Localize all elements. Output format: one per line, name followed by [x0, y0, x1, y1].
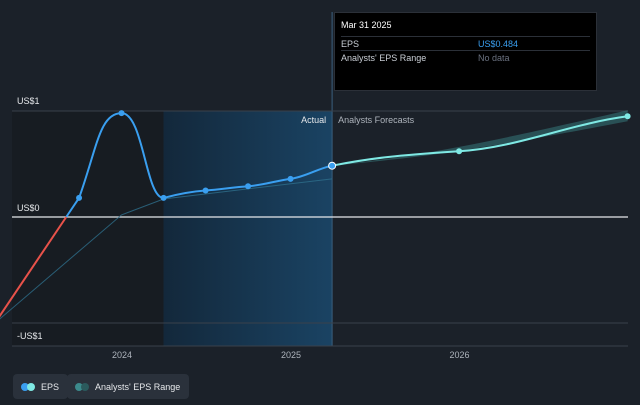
actual-period-shade [163, 111, 333, 346]
y-tick-label: US$0 [17, 203, 40, 213]
eps-point-forecast [624, 113, 631, 120]
actual-period-label: Actual [301, 115, 326, 125]
eps-point-actual [245, 183, 252, 190]
eps-point-actual [118, 110, 125, 117]
eps-point-actual [287, 175, 294, 182]
eps-points [76, 110, 631, 201]
tooltip-range-value: No data [478, 52, 510, 63]
eps-point-actual [328, 161, 337, 170]
forecast-period-label: Analysts Forecasts [338, 115, 415, 125]
range-legend-icon [75, 382, 90, 391]
y-tick-label: -US$1 [17, 331, 43, 341]
eps-legend-icon [21, 382, 36, 391]
x-tick-label: 2024 [112, 350, 132, 360]
x-tick-label: 2026 [450, 350, 470, 360]
history-shade [12, 111, 164, 346]
tooltip-eps-label: EPS [341, 38, 360, 49]
tooltip-row-eps: EPS US$0.484 [341, 36, 590, 50]
eps-point-actual [160, 194, 167, 201]
chart-grid [12, 110, 628, 347]
eps-point-actual [202, 187, 209, 194]
hover-tooltip: Mar 31 2025 EPS US$0.484 Analysts' EPS R… [334, 12, 597, 91]
eps-point-forecast [456, 148, 463, 155]
y-tick-label: US$1 [17, 96, 40, 106]
eps-point-actual [76, 194, 83, 201]
tooltip-eps-value: US$0.484 [478, 38, 519, 49]
tooltip-date: Mar 31 2025 [341, 20, 392, 30]
x-tick-label: 2025 [281, 350, 301, 360]
tooltip-row-range: Analysts' EPS Range No data [341, 50, 590, 64]
tooltip-range-label: Analysts' EPS Range [341, 52, 427, 63]
legend-eps-label: EPS [41, 381, 60, 392]
axis-labels: US$1 US$0 -US$1 2024 2025 2026 Actual Analysts … [17, 96, 470, 360]
legend-range-label: Analysts' EPS Range [95, 381, 181, 392]
legend-analyst-range[interactable]: Analysts' EPS Range [67, 374, 190, 399]
legend-eps[interactable]: EPS [13, 374, 69, 399]
eps-line-negative [0, 216, 68, 318]
